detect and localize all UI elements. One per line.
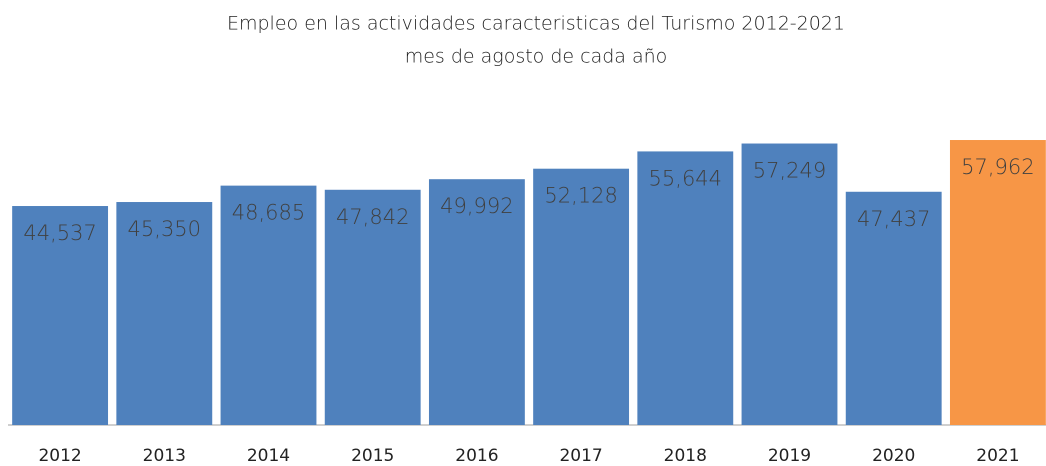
value-label: 52,128 xyxy=(544,184,617,208)
bar xyxy=(116,202,213,425)
value-label: 55,644 xyxy=(649,166,722,190)
value-label: 44,537 xyxy=(23,221,96,245)
x-tick-label: 2017 xyxy=(559,446,602,466)
bar xyxy=(533,168,630,426)
bar xyxy=(220,185,317,425)
value-label: 49,992 xyxy=(440,194,513,218)
value-label: 45,350 xyxy=(128,217,201,241)
x-tick-label: 2013 xyxy=(143,446,186,466)
bar xyxy=(324,189,421,425)
bar xyxy=(845,191,942,425)
value-label: 47,437 xyxy=(857,207,930,231)
bar xyxy=(12,206,109,425)
value-label: 48,685 xyxy=(232,201,305,225)
value-label: 47,842 xyxy=(336,205,409,229)
x-tick-label: 2012 xyxy=(38,446,81,466)
bar xyxy=(949,140,1046,425)
bar xyxy=(428,179,525,425)
x-tick-label: 2020 xyxy=(872,446,915,466)
x-tick-label: 2018 xyxy=(664,446,707,466)
x-tick-label: 2016 xyxy=(455,446,498,466)
x-tick-label: 2014 xyxy=(247,446,290,466)
bar xyxy=(741,143,838,425)
x-tick-label: 2019 xyxy=(768,446,811,466)
x-tick-label: 2015 xyxy=(351,446,394,466)
value-label: 57,249 xyxy=(753,159,826,183)
chart-title: Empleo en las actividades caracteristica… xyxy=(227,13,845,35)
bar xyxy=(637,151,734,426)
x-tick-label: 2021 xyxy=(976,446,1019,466)
chart-subtitle: mes de agosto de cada año xyxy=(405,46,668,68)
value-label: 57,962 xyxy=(961,155,1034,179)
